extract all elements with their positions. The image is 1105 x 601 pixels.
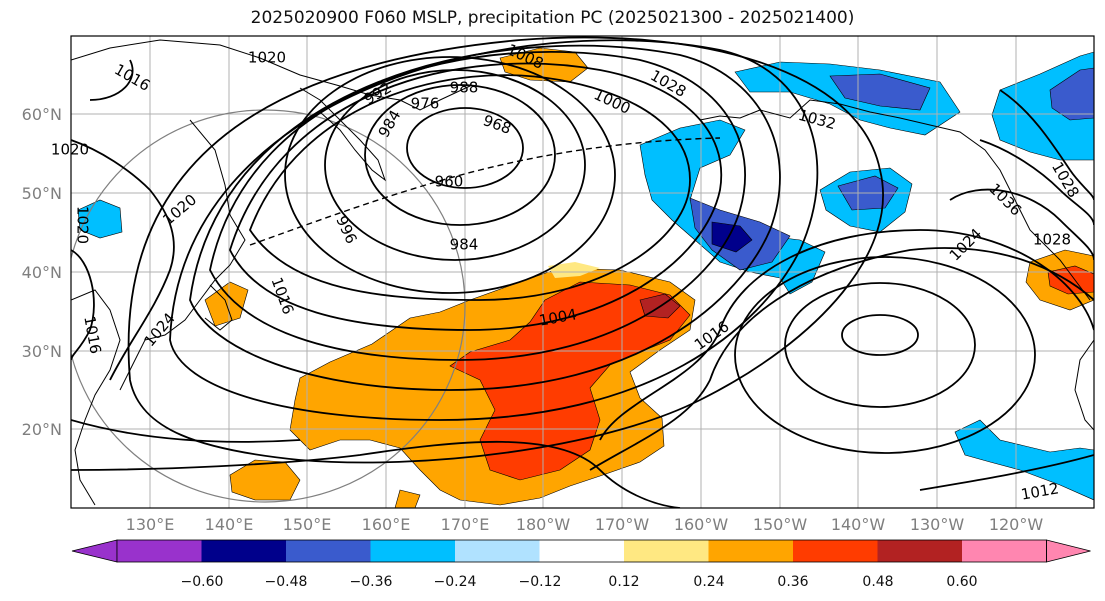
lon-label-170e: 170°E: [441, 515, 490, 534]
colorbar-tick-label: 0.48: [862, 574, 893, 590]
colorbar-tick-label: 0.24: [693, 574, 724, 590]
colorbar-segment: [624, 540, 709, 562]
lon-label-170w: 170°W: [595, 515, 650, 534]
colorbar-segment: [371, 540, 456, 562]
isobar-label: 988: [450, 79, 479, 97]
colorbar-segment: [202, 540, 287, 562]
isobar-label: 984: [450, 236, 479, 254]
colorbar-segment: [962, 540, 1047, 562]
lon-label-140e: 140°E: [205, 515, 254, 534]
lon-label-160e: 160°E: [362, 515, 411, 534]
lat-label-30n: 30°N: [22, 342, 62, 361]
lat-label-40n: 40°N: [22, 263, 62, 282]
isobar-label: 1020: [51, 141, 89, 159]
colorbar-tick-label: 0.36: [777, 574, 808, 590]
colorbar-segment: [286, 540, 371, 562]
lon-label-120w: 120°W: [989, 515, 1044, 534]
colorbar-tick-label: −0.60: [181, 574, 224, 590]
lon-label-180w: 180°W: [516, 515, 571, 534]
lat-label-50n: 50°N: [22, 184, 62, 203]
isobar-label: 1028: [1033, 231, 1071, 249]
colorbar: [72, 540, 1091, 562]
longitude-labels: 130°E 140°E 150°E 160°E 170°E 180°W 170°…: [126, 515, 1044, 534]
colorbar-tick-label: −0.12: [519, 574, 562, 590]
colorbar-tick-label: 0.12: [608, 574, 639, 590]
lon-label-140w: 140°W: [831, 515, 886, 534]
colorbar-segment: [878, 540, 963, 562]
lat-label-20n: 20°N: [22, 420, 62, 439]
colorbar-segment: [540, 540, 625, 562]
colorbar-tick-label: −0.48: [265, 574, 308, 590]
lon-label-150w: 150°W: [753, 515, 808, 534]
colorbar-segment: [793, 540, 878, 562]
colorbar-tick-label: −0.24: [434, 574, 477, 590]
colorbar-tick-label: 0.60: [946, 574, 977, 590]
colorbar-tick-labels: −0.60 −0.48 −0.36 −0.24 −0.12 0.12 0.24 …: [181, 574, 978, 590]
colorbar-tick-label: −0.36: [350, 574, 393, 590]
lon-label-130e: 130°E: [126, 515, 175, 534]
lon-label-160w: 160°W: [674, 515, 729, 534]
colorbar-extend-low: [72, 540, 117, 562]
colorbar-segment: [709, 540, 794, 562]
lon-label-150e: 150°E: [283, 515, 332, 534]
isobar-label: 1020: [248, 49, 286, 67]
isobar-label: 960: [435, 173, 464, 191]
lat-label-60n: 60°N: [22, 105, 62, 124]
lon-label-130w: 130°W: [910, 515, 965, 534]
isobar-label: 976: [411, 95, 440, 113]
isobar-label: 1020: [74, 206, 92, 244]
colorbar-segment: [117, 540, 202, 562]
colorbar-extend-high: [1047, 540, 1091, 562]
colorbar-segment: [455, 540, 540, 562]
